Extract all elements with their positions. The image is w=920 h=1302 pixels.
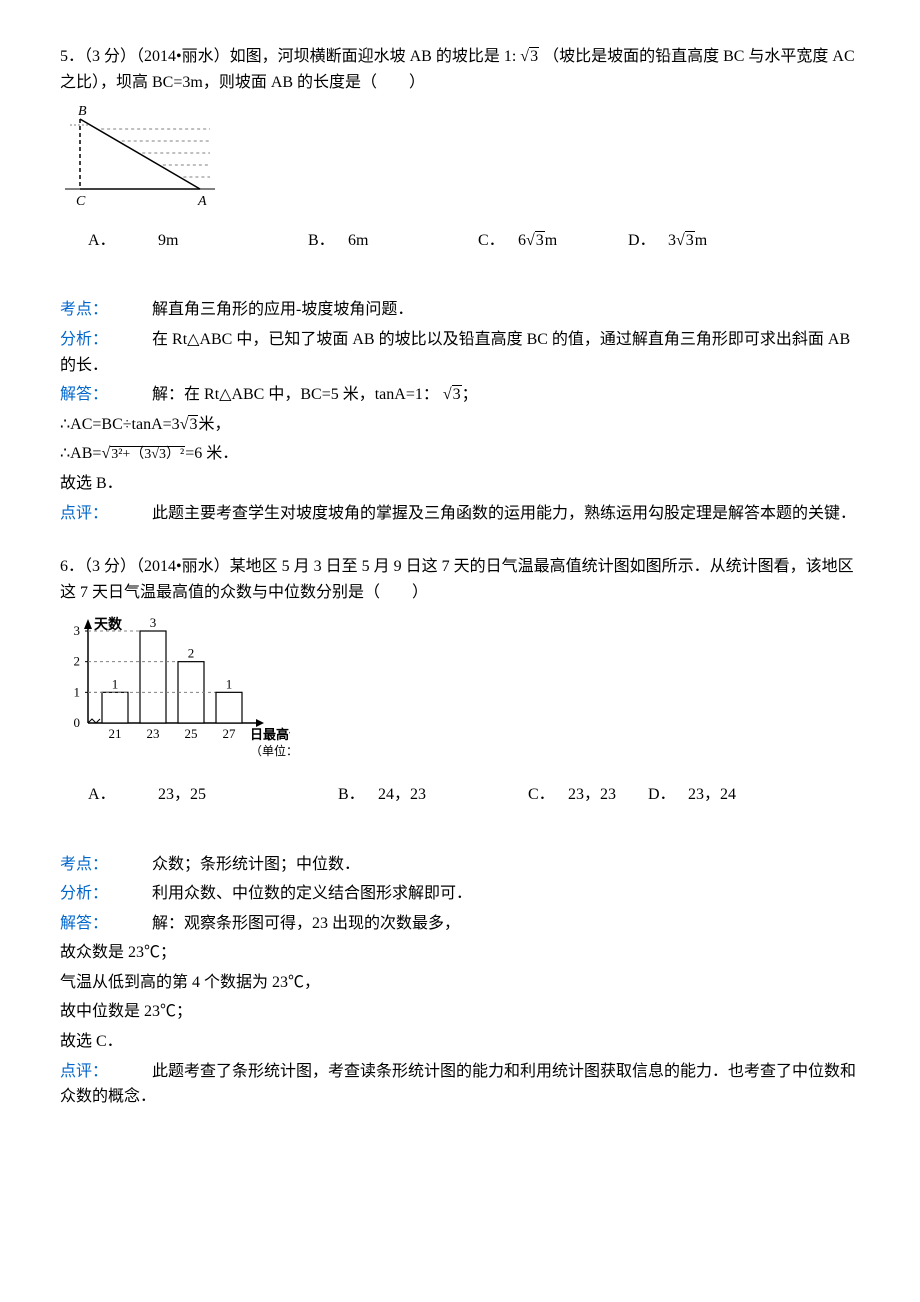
- q6-dianping: 点评： 此题考查了条形统计图，考查读条形统计图的能力和利用统计图获取信息的能力．…: [60, 1059, 860, 1110]
- q5-opt-c-label: C．: [478, 228, 518, 254]
- kaodian-label: 考点：: [60, 301, 100, 318]
- svg-text:日最高气温: 日最高气温: [250, 727, 290, 742]
- q6-opt-a-label: A．: [60, 782, 158, 808]
- svg-text:25: 25: [185, 726, 198, 741]
- q6-opt-a-val: 23，25: [158, 782, 338, 808]
- jieda-b-rad: 3: [188, 415, 198, 433]
- svg-text:3: 3: [150, 615, 157, 630]
- jieda-c-rad: 3²+（3√3）²: [110, 446, 185, 462]
- svg-text:2: 2: [74, 654, 81, 669]
- sqrt-icon: 3: [443, 382, 462, 408]
- jieda-b-pre: ∴AC=BC÷tanA=3: [60, 416, 180, 433]
- jieda-a-rad: 3: [452, 385, 462, 403]
- q5-opt-c-val: 63m: [518, 228, 628, 254]
- svg-text:3: 3: [74, 623, 81, 638]
- svg-text:1: 1: [226, 677, 233, 692]
- q5-opt-a-val: 9m: [158, 228, 308, 254]
- kaodian-label: 考点：: [60, 856, 100, 873]
- svg-text:B: B: [78, 104, 87, 119]
- svg-text:0: 0: [74, 715, 81, 730]
- sqrt-icon: 3: [520, 44, 539, 70]
- q5-opt-b-label: B．: [308, 228, 348, 254]
- q6-jieda-c: 气温从低到高的第 4 个数据为 23℃，: [60, 970, 860, 996]
- q5-c-pre: 6: [518, 232, 526, 249]
- jieda-c-post: =6 米．: [185, 445, 238, 462]
- q6-opt-b-label: B．: [338, 782, 378, 808]
- q5-kaodian: 考点： 解直角三角形的应用-坡度坡角问题．: [60, 297, 860, 323]
- q6-jieda-e: 故选 C．: [60, 1029, 860, 1055]
- q6-fenxi: 分析： 利用众数、中位数的定义结合图形求解即可．: [60, 881, 860, 907]
- svg-text:2: 2: [188, 646, 195, 661]
- jieda-a-post: ；: [462, 386, 478, 403]
- q6-prompt: 6．（3 分）（2014•丽水）某地区 5 月 3 日至 5 月 9 日这 7 …: [60, 554, 860, 605]
- q6-jieda-b: 故众数是 23℃；: [60, 940, 860, 966]
- q6-opt-d-val: 23，24: [688, 782, 736, 808]
- q5-c-post: m: [545, 232, 557, 249]
- dianping-text: 此题考查了条形统计图，考查读条形统计图的能力和利用统计图获取信息的能力．也考查了…: [60, 1063, 856, 1106]
- jieda-label: 解答：: [60, 915, 100, 932]
- q5-c-rad: 3: [535, 231, 545, 249]
- dianping-label: 点评：: [60, 505, 100, 522]
- q5-jieda-b: ∴AC=BC÷tanA=3 3米，: [60, 412, 860, 438]
- q5-ratio-rad: 3: [529, 47, 539, 65]
- sqrt-icon: 3: [526, 228, 545, 254]
- svg-text:C: C: [76, 194, 86, 209]
- q5-d-rad: 3: [685, 231, 695, 249]
- svg-text:1: 1: [74, 685, 81, 700]
- q6-opt-d-label: D．: [648, 782, 688, 808]
- fenxi-text: 利用众数、中位数的定义结合图形求解即可．: [152, 885, 472, 902]
- q5-options: A． 9m B． 6m C． 63m D． 33m: [60, 228, 860, 254]
- q6-jieda: 解答： 解：观察条形图可得，23 出现的次数最多，: [60, 911, 860, 937]
- q5-dianping: 点评： 此题主要考查学生对坡度坡角的掌握及三角函数的运用能力，熟练运用勾股定理是…: [60, 501, 860, 527]
- sqrt-icon: 3: [180, 412, 199, 438]
- jieda-c-pre: ∴AB=: [60, 445, 101, 462]
- svg-text:天数: 天数: [94, 616, 123, 633]
- q6-jieda-d: 故中位数是 23℃；: [60, 999, 860, 1025]
- q6-chart: 0123天数121323225127日最高气温（单位：℃）: [60, 613, 860, 772]
- q5-jieda: 解答： 解：在 Rt△ABC 中，BC=5 米，tanA=1： 3；: [60, 382, 860, 408]
- q5-opt-a-label: A．: [60, 228, 158, 254]
- fenxi-text: 在 Rt△ABC 中，已知了坡面 AB 的坡比以及铅直高度 BC 的值，通过解直…: [60, 331, 850, 374]
- q5-d-pre: 3: [668, 232, 676, 249]
- jieda-b-post: 米，: [198, 416, 230, 433]
- q5-opt-b-val: 6m: [348, 228, 478, 254]
- svg-text:21: 21: [109, 726, 122, 741]
- q5-jieda-c: ∴AB= 3²+（3√3）²=6 米．: [60, 441, 860, 467]
- svg-text:23: 23: [147, 726, 160, 741]
- q5-opt-d-label: D．: [628, 228, 668, 254]
- sqrt-icon: 3: [676, 228, 695, 254]
- q6-opt-b-val: 24，23: [378, 782, 528, 808]
- jieda-a: 解：在 Rt△ABC 中，BC=5 米，tanA=1：: [152, 386, 439, 403]
- q6-opt-c-val: 23，23: [568, 782, 648, 808]
- fenxi-label: 分析：: [60, 885, 100, 902]
- q6-options: A． 23，25 B． 24，23 C． 23，23 D． 23，24: [60, 782, 860, 808]
- q5-prompt: 5．（3 分）（2014•丽水）如图，河坝横断面迎水坡 AB 的坡比是 1: 3…: [60, 44, 860, 95]
- q5-prompt-a: 5．（3 分）（2014•丽水）如图，河坝横断面迎水坡 AB 的坡比是: [60, 48, 500, 65]
- q6-opt-c-label: C．: [528, 782, 568, 808]
- jieda-a: 解：观察条形图可得，23 出现的次数最多，: [152, 915, 460, 932]
- dianping-text: 此题主要考查学生对坡度坡角的掌握及三角函数的运用能力，熟练运用勾股定理是解答本题…: [152, 505, 856, 522]
- q6-kaodian: 考点： 众数；条形统计图；中位数．: [60, 852, 860, 878]
- jieda-label: 解答：: [60, 386, 100, 403]
- fenxi-label: 分析：: [60, 331, 100, 348]
- kaodian-text: 众数；条形统计图；中位数．: [152, 856, 360, 873]
- dianping-label: 点评：: [60, 1063, 100, 1080]
- svg-text:（单位：℃）: （单位：℃）: [250, 743, 290, 758]
- q5-opt-d-val: 33m: [668, 228, 707, 254]
- svg-text:1: 1: [112, 677, 119, 692]
- sqrt-icon: 3²+（3√3）²: [101, 441, 185, 467]
- q5-ratio-a: 1:: [504, 48, 516, 65]
- q5-figure: B C A: [60, 99, 220, 209]
- q5-d-post: m: [695, 232, 707, 249]
- q5-fenxi: 分析： 在 Rt△ABC 中，已知了坡面 AB 的坡比以及铅直高度 BC 的值，…: [60, 327, 860, 378]
- q5-jieda-d: 故选 B．: [60, 471, 860, 497]
- svg-text:27: 27: [223, 726, 237, 741]
- svg-text:A: A: [197, 194, 207, 209]
- kaodian-text: 解直角三角形的应用-坡度坡角问题．: [152, 301, 413, 318]
